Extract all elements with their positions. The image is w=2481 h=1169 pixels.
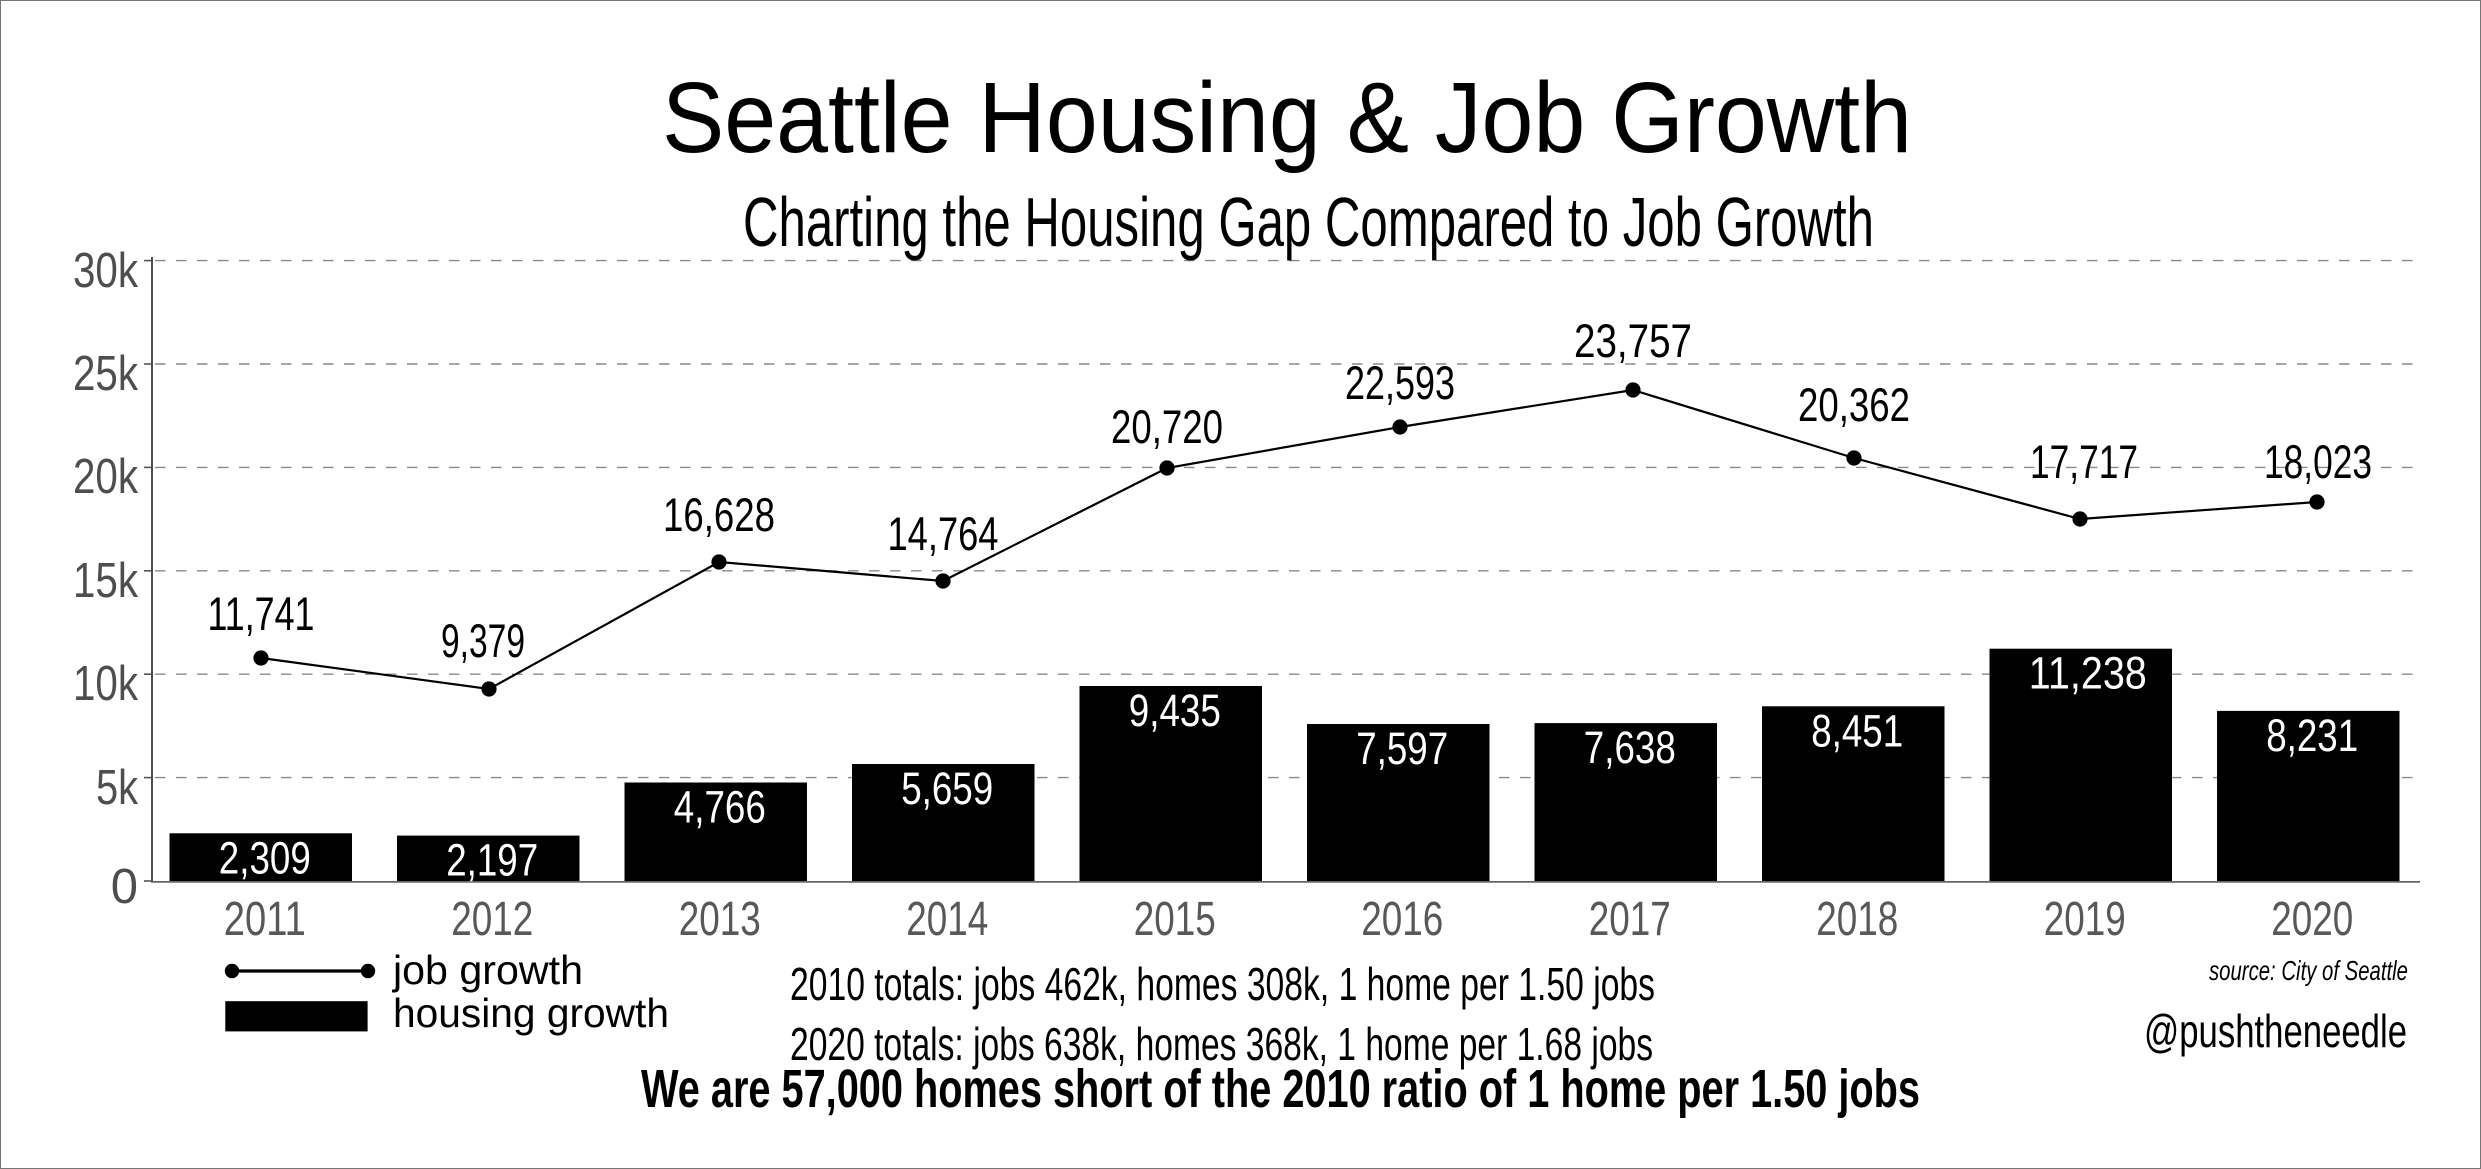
svg-text:8,451: 8,451 (1811, 705, 1903, 756)
svg-text:2020: 2020 (2271, 893, 2353, 946)
svg-text:11,741: 11,741 (208, 587, 315, 640)
svg-text:2019: 2019 (2044, 893, 2126, 946)
svg-text:2020 totals: jobs 638k, homes: 2020 totals: jobs 638k, homes 368k, 1 ho… (790, 1018, 1653, 1070)
svg-text:2,309: 2,309 (219, 832, 311, 883)
svg-text:25k: 25k (73, 347, 138, 401)
svg-text:2015: 2015 (1134, 893, 1216, 946)
svg-text:2,197: 2,197 (446, 835, 538, 886)
svg-text:7,597: 7,597 (1356, 723, 1448, 774)
svg-text:housing growth: housing growth (393, 990, 669, 1036)
svg-text:2017: 2017 (1589, 893, 1671, 946)
svg-text:20,720: 20,720 (1111, 400, 1223, 453)
svg-text:20k: 20k (73, 450, 138, 504)
svg-text:2018: 2018 (1816, 893, 1898, 946)
svg-text:17,717: 17,717 (2030, 435, 2138, 488)
svg-text:2010 totals: jobs 462k, homes: 2010 totals: jobs 462k, homes 308k, 1 ho… (790, 958, 1655, 1010)
svg-text:@pushtheneedle: @pushtheneedle (2144, 1005, 2407, 1057)
svg-text:11,238: 11,238 (2029, 648, 2147, 699)
svg-text:5,659: 5,659 (901, 763, 993, 814)
svg-text:10k: 10k (73, 657, 138, 711)
svg-text:Charting the Housing Gap Compa: Charting the Housing Gap Compared to Job… (743, 183, 1874, 261)
svg-text:9,435: 9,435 (1129, 685, 1221, 736)
svg-text:2014: 2014 (906, 893, 988, 946)
svg-text:30k: 30k (73, 244, 138, 298)
svg-text:20,362: 20,362 (1798, 378, 1910, 431)
svg-text:source: City of Seattle: source: City of Seattle (2209, 955, 2408, 986)
svg-text:4,766: 4,766 (674, 782, 766, 833)
svg-text:2016: 2016 (1361, 893, 1443, 946)
svg-text:18,023: 18,023 (2264, 435, 2372, 488)
svg-text:Seattle Housing & Job Growth: Seattle Housing & Job Growth (662, 62, 1912, 174)
svg-text:2012: 2012 (451, 893, 533, 946)
svg-text:We are 57,000 homes short of t: We are 57,000 homes short of the 2010 ra… (641, 1059, 1920, 1119)
svg-text:22,593: 22,593 (1345, 356, 1455, 409)
svg-text:23,757: 23,757 (1574, 314, 1692, 367)
svg-text:5k: 5k (96, 761, 138, 815)
svg-text:14,764: 14,764 (888, 507, 999, 560)
svg-text:15k: 15k (73, 554, 138, 608)
svg-text:2011: 2011 (224, 893, 306, 946)
svg-text:16,628: 16,628 (663, 488, 775, 541)
svg-text:8,231: 8,231 (2266, 710, 2358, 761)
svg-text:2013: 2013 (679, 893, 761, 946)
svg-text:0: 0 (111, 860, 138, 914)
svg-text:job growth: job growth (392, 947, 583, 993)
svg-text:9,379: 9,379 (441, 614, 525, 667)
svg-text:7,638: 7,638 (1584, 722, 1676, 773)
